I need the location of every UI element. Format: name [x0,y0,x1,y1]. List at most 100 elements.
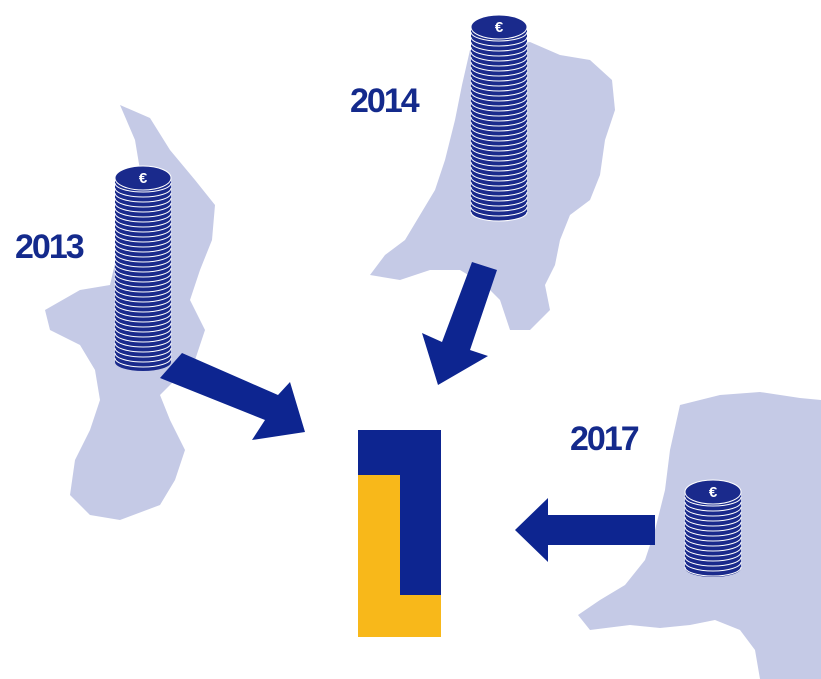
coin-edge [684,501,742,512]
coin-edge [684,556,742,567]
coin-edge [470,206,528,217]
coin-edge [470,81,528,92]
coin-edge [470,61,528,72]
euro-symbol: € [139,170,148,187]
coin-edge [114,312,172,323]
arrows [160,262,655,562]
coin-edge [114,352,172,363]
coin-edge [684,526,742,537]
arrow-2013 [160,353,305,440]
coin-edge [684,531,742,542]
coin-edge [470,31,528,42]
coin-edge [684,536,742,547]
coin-edge [470,131,528,142]
coin-edge [114,237,172,248]
coin-edge [114,357,172,368]
coin-edge [470,46,528,57]
coin-edge [114,292,172,303]
coin-edge [114,262,172,273]
coin-edge [114,287,172,298]
coin-edge [114,217,172,228]
arrow-2014 [422,262,497,385]
coin-edge [470,186,528,197]
coin-edge [470,86,528,97]
coin-edge [470,166,528,177]
coin-edge [114,222,172,233]
coin-edge [114,182,172,193]
coin-edge [114,192,172,203]
coin-edge [684,551,742,562]
coin-edge [114,227,172,238]
coin-edge [114,327,172,338]
coin-edge [470,71,528,82]
coin-edge [684,516,742,527]
coin-body [685,492,741,568]
coin-edge [470,96,528,107]
coin-top [684,479,742,505]
logo-yellow [358,475,441,637]
coin-top [470,14,528,40]
coin-edge [470,126,528,137]
coin-edge [470,161,528,172]
coin-edge [114,302,172,313]
coin-edge [470,51,528,62]
coin-edge [114,242,172,253]
coin-edge [114,337,172,348]
coin-edge [114,267,172,278]
arrow-2017 [515,498,655,562]
coin-edge [470,201,528,212]
year-label: 2013 [15,228,84,266]
coin-edge [470,176,528,187]
euro-symbol: € [709,484,718,501]
coin-edge [684,496,742,507]
coin-edge [114,257,172,268]
coin-edge [114,212,172,223]
coin-edge [684,521,742,532]
coin-edge [470,41,528,52]
coin-edge [470,146,528,157]
coin-edge [114,197,172,208]
coin-edge [114,202,172,213]
coin-edge [114,297,172,308]
coin-edge [684,561,742,572]
coin-edge [470,121,528,132]
coin-edge [470,151,528,162]
coin-edge [470,136,528,147]
euro-symbol: € [495,19,504,36]
year-label: 2014 [350,82,420,120]
coin-edge [470,56,528,67]
coin-edge [470,196,528,207]
coin-edge [470,91,528,102]
coin-edge [470,211,528,222]
coin-edge [114,207,172,218]
coin-stack: € [114,165,172,371]
logo [358,430,441,637]
coin-stack: € [470,14,528,222]
coin-edge [114,187,172,198]
coin-edge [684,511,742,522]
coin-edge [114,332,172,343]
coin-edge [470,111,528,122]
coin-edge [114,272,172,283]
coin-edge [114,282,172,293]
coin-edge [684,546,742,557]
coin-edge [114,232,172,243]
coin-edge [470,36,528,47]
coin-edge [114,317,172,328]
coin-edge [470,66,528,77]
coin-body [471,27,527,212]
coin-edge [470,181,528,192]
coin-edge [470,156,528,167]
coin-edge [114,247,172,258]
coin-top [114,165,172,191]
coin-edge [470,76,528,87]
coin-edge [114,252,172,263]
coin-edge [114,322,172,333]
coin-edge [470,106,528,117]
coin-edge [470,191,528,202]
coin-edge [470,171,528,182]
coin-edge [684,541,742,552]
coin-edge [684,506,742,517]
coin-edge [114,307,172,318]
